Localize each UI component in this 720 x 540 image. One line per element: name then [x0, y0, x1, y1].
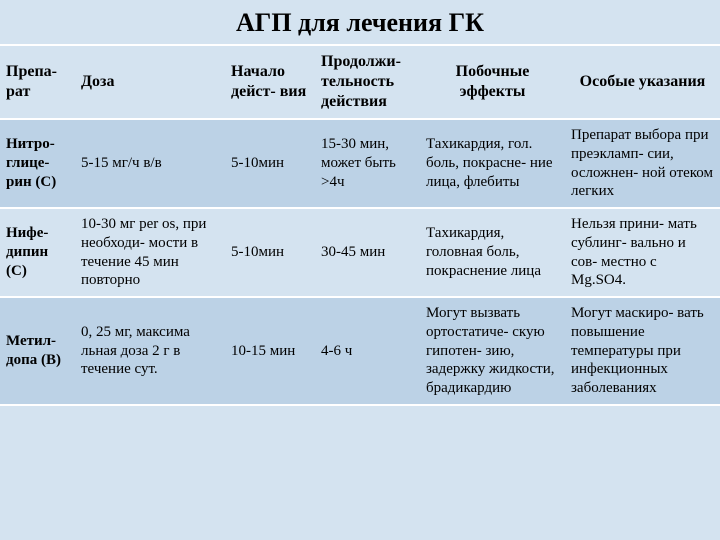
cell-duration: 4-6 ч	[315, 297, 420, 405]
cell-onset: 5-10мин	[225, 208, 315, 297]
cell-duration: 15-30 мин, может быть >4ч	[315, 119, 420, 208]
cell-drug: Метил- допа (В)	[0, 297, 75, 405]
table-header-row: Препа- рат Доза Начало дейст- вия Продол…	[0, 45, 720, 119]
cell-onset: 10-15 мин	[225, 297, 315, 405]
col-drug: Препа- рат	[0, 45, 75, 119]
col-side: Побочные эффекты	[420, 45, 565, 119]
cell-side: Могут вызвать ортостатиче- скую гипотен-…	[420, 297, 565, 405]
col-duration: Продолжи- тельность действия	[315, 45, 420, 119]
cell-side: Тахикардия, головная боль, покраснение л…	[420, 208, 565, 297]
table-row: Нитро- глице- рин (С) 5-15 мг/ч в/в 5-10…	[0, 119, 720, 208]
table-row: Метил- допа (В) 0, 25 мг, максима льная …	[0, 297, 720, 405]
cell-drug: Нифе- дипин (С)	[0, 208, 75, 297]
col-dose: Доза	[75, 45, 225, 119]
col-note: Особые указания	[565, 45, 720, 119]
table-row: Нифе- дипин (С) 10-30 мг per os, при нео…	[0, 208, 720, 297]
cell-note: Препарат выбора при преэкламп- сии, осло…	[565, 119, 720, 208]
cell-onset: 5-10мин	[225, 119, 315, 208]
cell-duration: 30-45 мин	[315, 208, 420, 297]
cell-dose: 10-30 мг per os, при необходи- мости в т…	[75, 208, 225, 297]
cell-note: Могут маскиро- вать повышение температур…	[565, 297, 720, 405]
col-onset: Начало дейст- вия	[225, 45, 315, 119]
cell-dose: 0, 25 мг, максима льная доза 2 г в течен…	[75, 297, 225, 405]
cell-side: Тахикардия, гол. боль, покрасне- ние лиц…	[420, 119, 565, 208]
cell-drug: Нитро- глице- рин (С)	[0, 119, 75, 208]
page-title: АГП для лечения ГК	[0, 0, 720, 44]
drug-table: Препа- рат Доза Начало дейст- вия Продол…	[0, 44, 720, 406]
cell-note: Нельзя прини- мать сублинг- вально и сов…	[565, 208, 720, 297]
cell-dose: 5-15 мг/ч в/в	[75, 119, 225, 208]
